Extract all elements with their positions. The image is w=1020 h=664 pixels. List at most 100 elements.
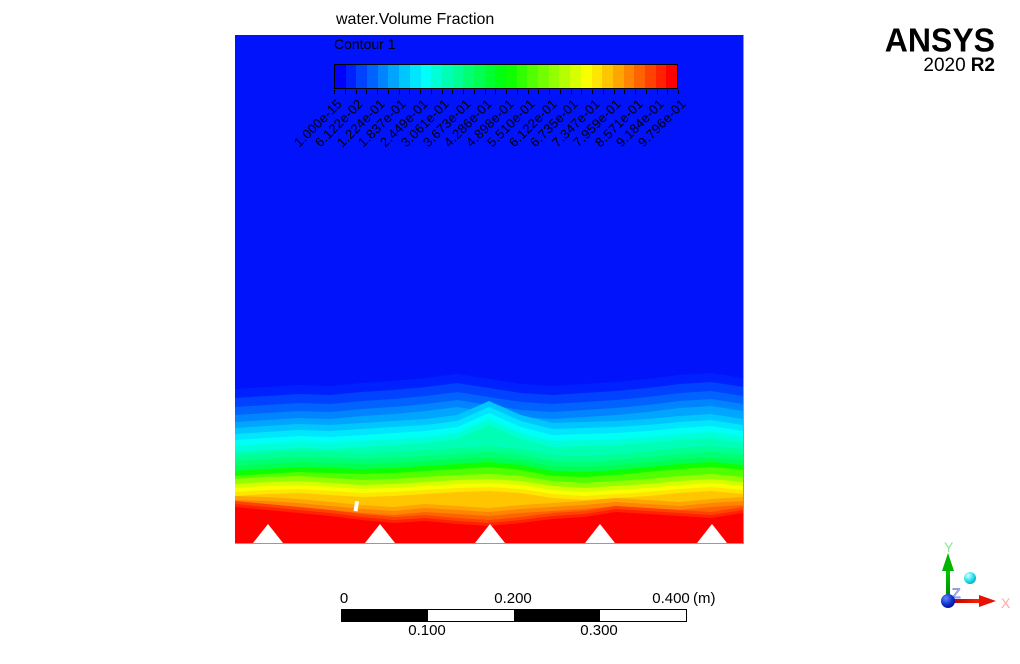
bottom-notch	[253, 524, 283, 543]
legend-tick	[613, 90, 615, 94]
legend-tick	[549, 90, 550, 94]
legend-color-cell	[441, 65, 453, 88]
legend-tick	[463, 90, 464, 94]
legend-color-cell	[559, 65, 571, 88]
scale-ruler-bottom-labels: 0.100 0.300	[341, 622, 741, 639]
legend-color-cell	[623, 65, 635, 88]
legend-tick	[484, 90, 486, 94]
legend-tick	[516, 90, 518, 94]
legend-tick	[656, 90, 658, 94]
scale-ruler: 0 0.200 0.400 (m) 0.100 0.300	[339, 590, 741, 644]
legend-tick	[602, 90, 604, 94]
legend-tick	[355, 90, 357, 94]
legend-tick	[667, 90, 669, 94]
legend-tick	[344, 90, 346, 94]
legend-tick	[398, 90, 400, 94]
legend-color-cell	[420, 65, 432, 88]
legend-tick	[538, 90, 540, 94]
legend-color-cell	[399, 65, 410, 88]
legend-color-cell	[367, 65, 378, 88]
scale-ruler-top-labels: 0 0.200 0.400 (m)	[339, 590, 741, 607]
legend-color-cell	[377, 65, 389, 88]
scale-label-0.1: 0.100	[408, 622, 446, 639]
legend-tick-labels: 1.000e-15 6.122e-02 1.224e-01 1.837e-01 2.44…	[291, 96, 689, 216]
bottom-notch	[585, 524, 615, 543]
legend-tick	[559, 90, 561, 94]
legend-color-cell	[580, 65, 592, 88]
void-fleck	[353, 501, 359, 512]
bottom-notch	[697, 524, 727, 543]
legend-tick	[377, 90, 378, 94]
scale-ruler-segment	[428, 610, 514, 621]
scale-ruler-segment	[514, 610, 600, 621]
ansys-release: R2	[970, 55, 995, 76]
legend-color-cell	[602, 65, 613, 88]
legend-color-cell	[570, 65, 581, 88]
legend-tick	[334, 90, 335, 94]
y-axis-arrow	[942, 553, 954, 601]
scale-label-0.4: 0.400	[652, 590, 690, 607]
scale-ruler-segment	[600, 610, 686, 621]
y-axis-label: Y	[944, 539, 954, 555]
contour-viewport[interactable]: Contour 1 1.000e-15 6.122e-02 1.224e-01 1.8…	[235, 35, 744, 544]
legend-tick	[527, 90, 529, 94]
color-legend-bar	[334, 64, 678, 89]
ansys-version-text: 2020 R2	[880, 56, 995, 76]
legend-tick	[452, 90, 454, 94]
legend-color-cell	[345, 65, 357, 88]
legend-tick	[645, 90, 647, 94]
legend-tick	[506, 90, 507, 94]
legend-tick	[441, 90, 443, 94]
contour-band	[235, 507, 743, 543]
x-axis-arrow	[950, 595, 996, 607]
legend-tick	[570, 90, 572, 94]
legend-color-cell	[463, 65, 474, 88]
legend-tick	[624, 90, 626, 94]
field-title: water.Volume Fraction	[336, 11, 495, 28]
legend-ticks	[334, 90, 679, 95]
scale-ruler-bar	[341, 609, 687, 622]
legend-tick	[581, 90, 583, 94]
legend-color-cell	[516, 65, 528, 88]
legend-tick	[635, 90, 636, 94]
bottom-notch	[475, 524, 505, 543]
x-axis-label: X	[1001, 595, 1011, 611]
z-axis-label: Z	[952, 585, 961, 601]
legend-tick	[420, 90, 421, 94]
legend-tick	[592, 90, 593, 94]
iso-sphere	[964, 572, 976, 584]
legend-color-cell	[634, 65, 645, 88]
ansys-version-year: 2020	[923, 55, 966, 76]
legend-color-cell	[335, 65, 346, 88]
legend-tick	[366, 90, 368, 94]
legend-tick	[409, 90, 411, 94]
legend-color-cell	[356, 65, 368, 88]
legend-color-cell	[388, 65, 400, 88]
ansys-brand-text: ANSYS	[884, 21, 995, 59]
axis-triad[interactable]: Y X Z	[900, 525, 1020, 625]
ansys-logo: ANSYS 2020 R2	[880, 21, 995, 76]
legend-color-cell	[591, 65, 603, 88]
legend-color-cell	[612, 65, 624, 88]
scale-label-0: 0	[339, 590, 349, 607]
scale-unit-label: (m)	[693, 590, 716, 607]
legend-color-cell	[431, 65, 442, 88]
legend-color-cell	[538, 65, 549, 88]
contour-plot[interactable]	[235, 35, 743, 543]
legend-tick	[678, 90, 679, 94]
z-axis-sphere	[941, 594, 955, 608]
legend-color-cell	[495, 65, 506, 88]
scale-ruler-segment	[342, 610, 428, 621]
legend-color-cell	[666, 65, 677, 88]
bottom-notch	[365, 524, 395, 543]
legend-color-cell	[473, 65, 485, 88]
legend-tick	[495, 90, 497, 94]
legend-tick	[473, 90, 475, 94]
contour-label: Contour 1	[334, 36, 396, 52]
legend-color-cell	[644, 65, 656, 88]
legend-color-cell	[527, 65, 539, 88]
legend-color-cell	[409, 65, 421, 88]
legend-color-cell	[506, 65, 517, 88]
legend-color-cell	[655, 65, 667, 88]
